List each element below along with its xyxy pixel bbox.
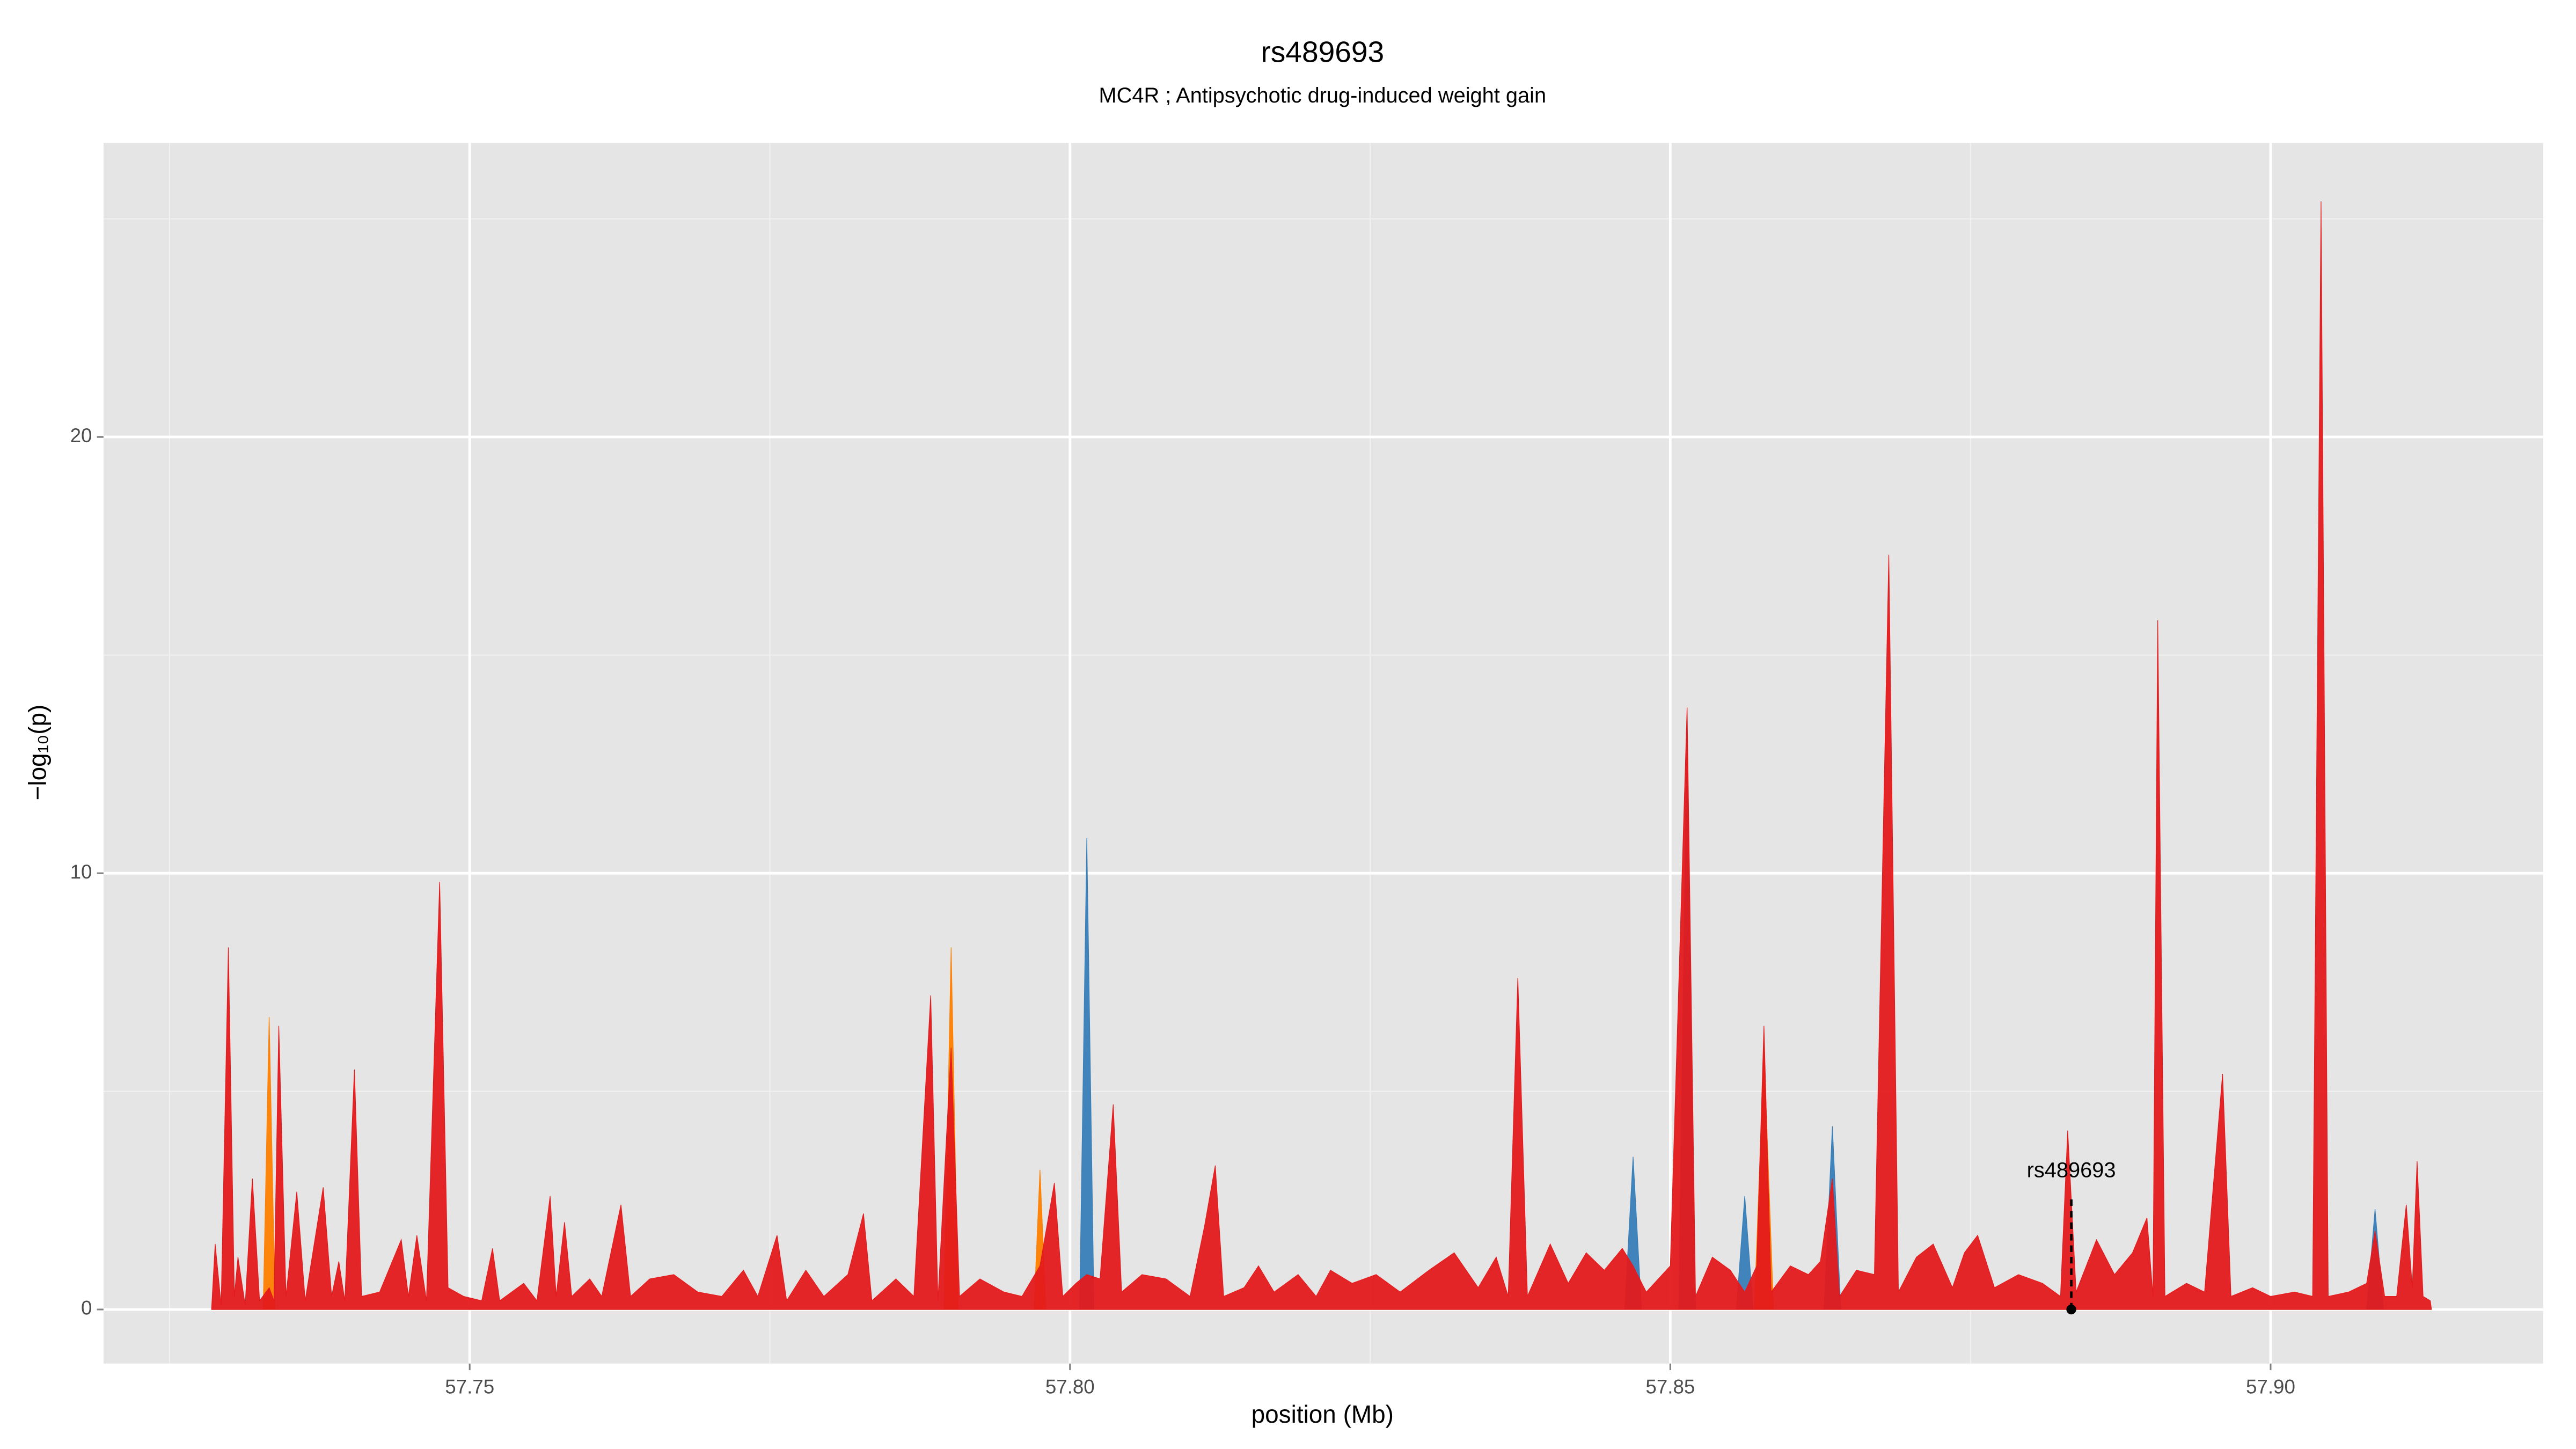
- x-tick-label: 57.75: [445, 1375, 494, 1397]
- y-tick-label: 10: [70, 861, 92, 883]
- plot-panel: [103, 143, 2543, 1364]
- x-axis-label: position (Mb): [1252, 1400, 1394, 1428]
- x-tick-label: 57.80: [1045, 1375, 1095, 1397]
- annotation-point: [2066, 1304, 2076, 1315]
- y-axis-label: −log₁₀(p): [24, 705, 52, 801]
- area: [211, 201, 2432, 1310]
- y-tick-label: 0: [81, 1297, 92, 1319]
- chart-title: rs489693: [1261, 35, 1384, 69]
- x-tick-label: 57.85: [1645, 1375, 1695, 1397]
- annotation-label: rs489693: [2027, 1158, 2116, 1182]
- chart-subtitle: MC4R ; Antipsychotic drug-induced weight…: [1099, 84, 1546, 107]
- y-tick-label: 20: [70, 425, 92, 447]
- x-tick-label: 57.90: [2246, 1375, 2295, 1397]
